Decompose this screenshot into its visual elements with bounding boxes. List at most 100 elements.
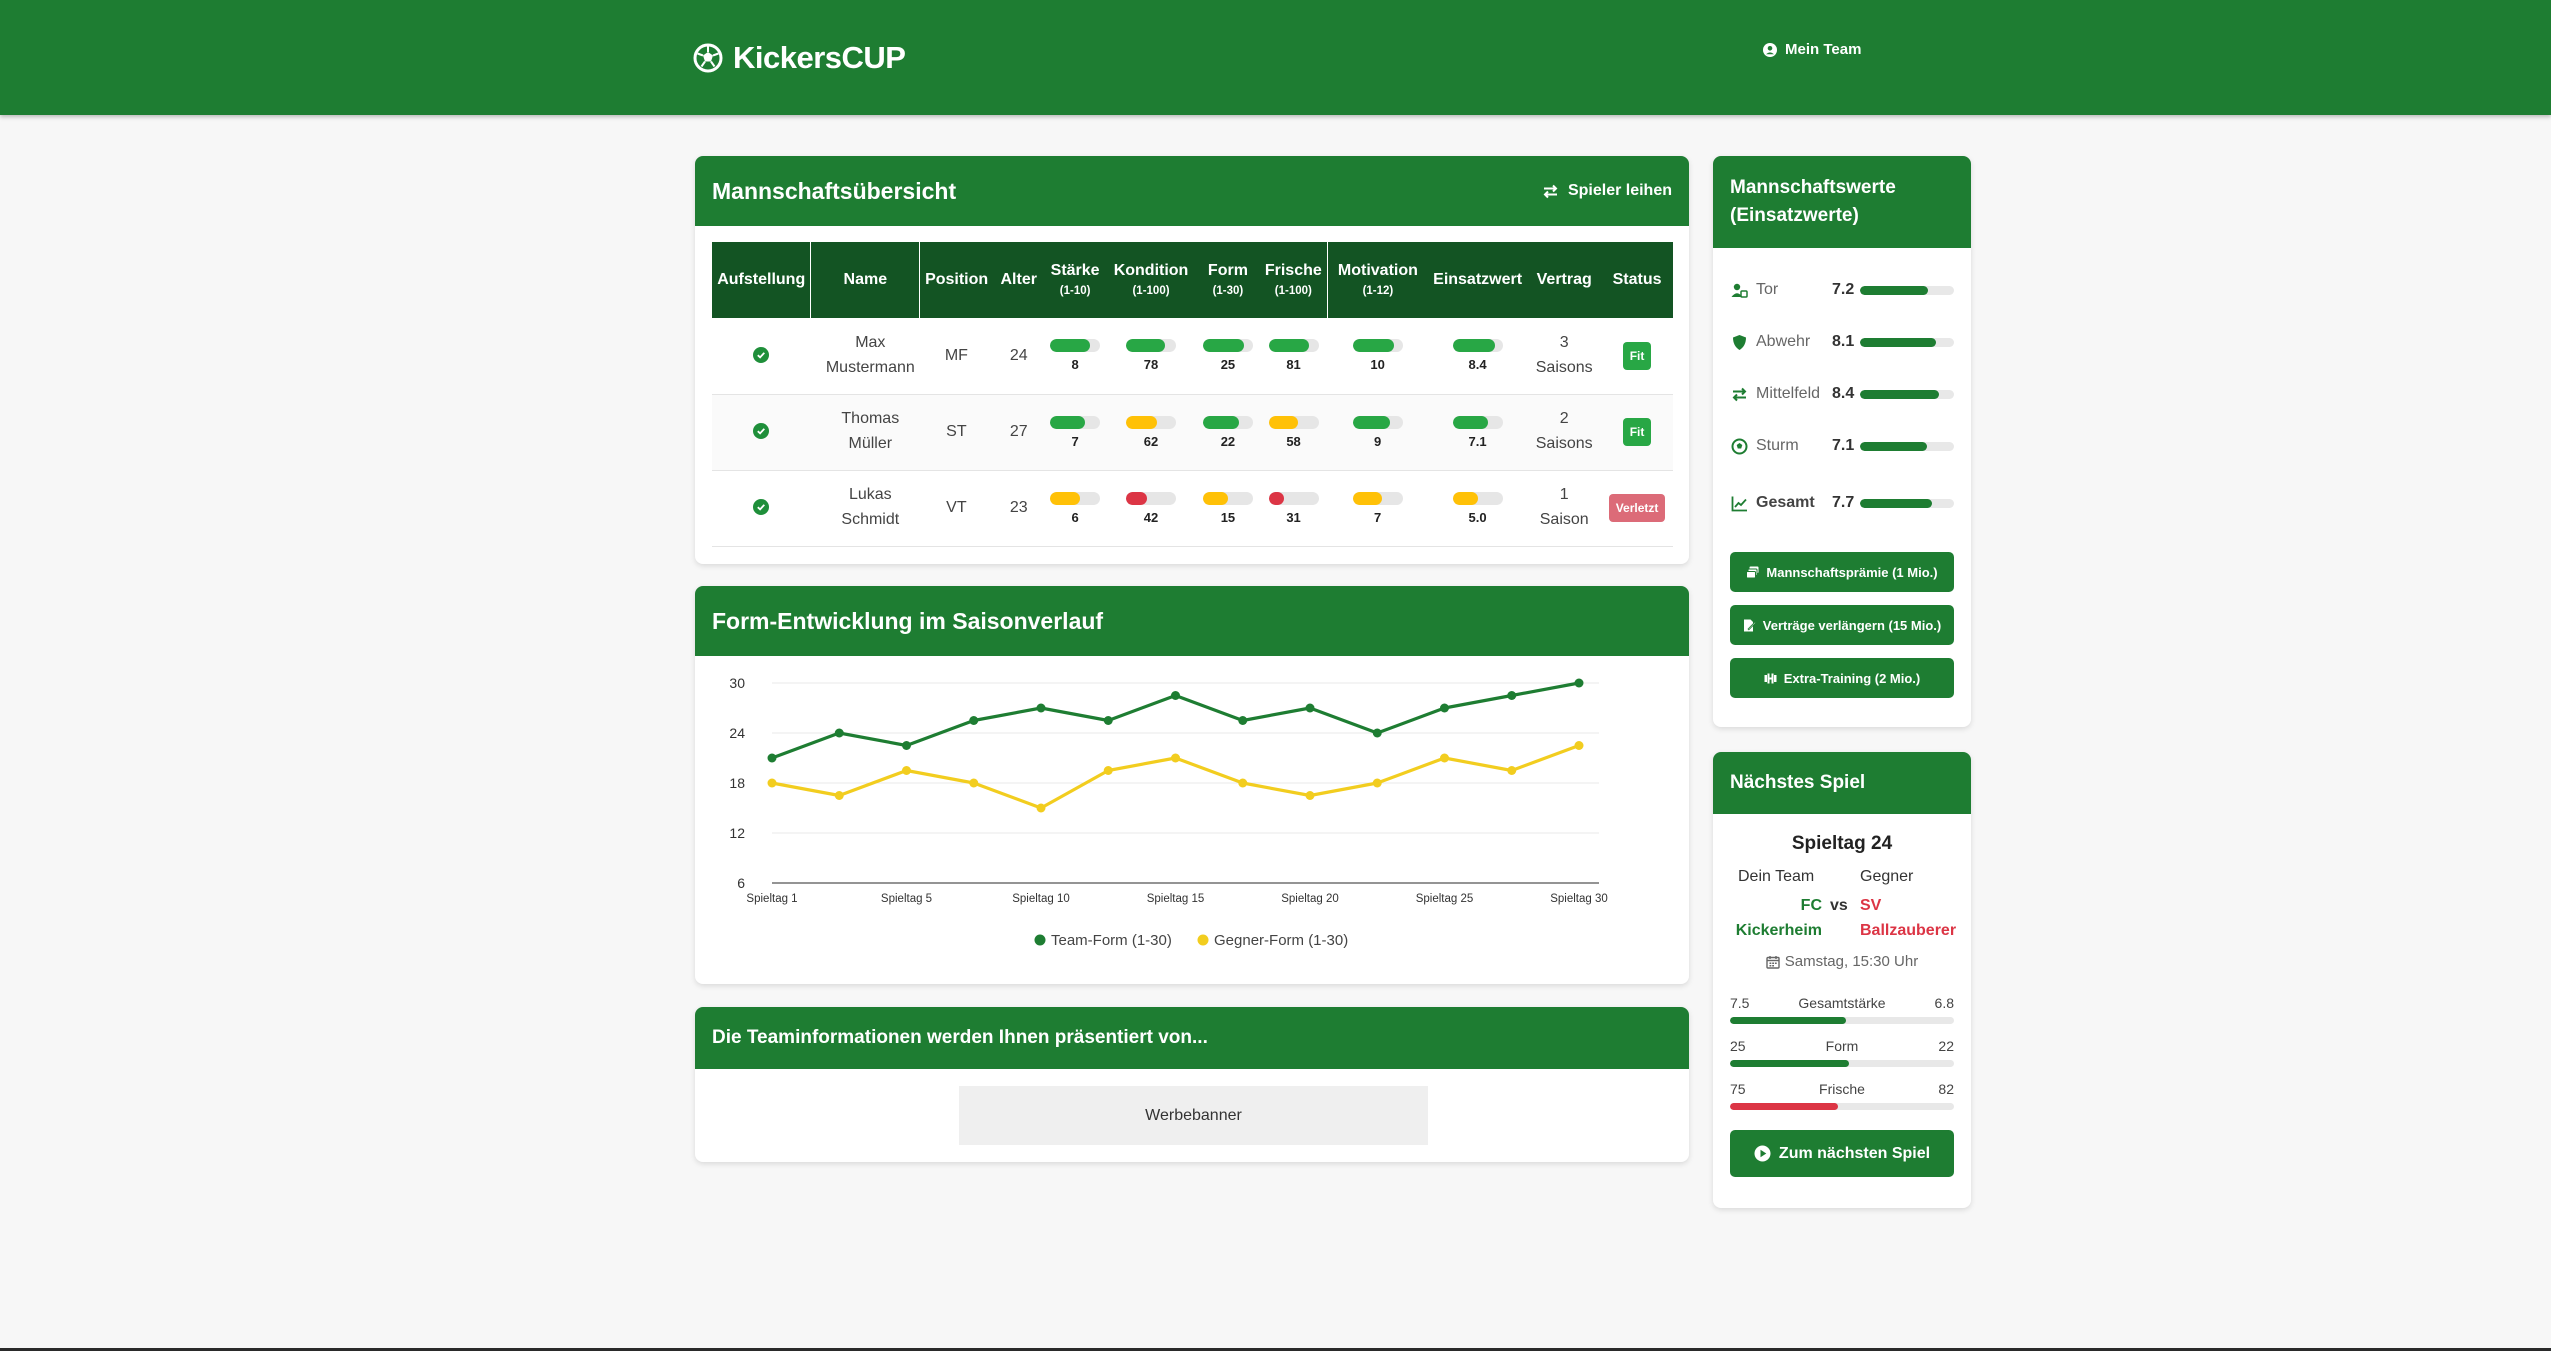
player-name-link[interactable]: Lukas Schmidt xyxy=(811,470,920,546)
motivation-meter: 7 xyxy=(1352,491,1403,525)
next-match-button[interactable]: Zum nächsten Spiel xyxy=(1730,1130,1954,1177)
away-team-line1: SV xyxy=(1860,897,1882,914)
col-motivation-label: Motivation xyxy=(1337,262,1418,280)
motivation-value: 10 xyxy=(1370,357,1385,373)
data-point xyxy=(1574,741,1584,750)
data-point xyxy=(969,778,979,788)
strength-meter: 8 xyxy=(1050,339,1101,372)
check-circle-icon[interactable] xyxy=(753,499,770,515)
goalkeeper-icon xyxy=(1730,281,1748,299)
value-meter: 5.0 xyxy=(1452,491,1503,525)
team-values-title-line2: (Einsatzwerte) xyxy=(1730,205,1859,226)
data-point xyxy=(1507,766,1517,775)
strength-bar xyxy=(1050,339,1101,353)
total-bar-fill xyxy=(1860,498,1933,508)
legend-swatch xyxy=(1197,934,1209,946)
brand-logo[interactable]: KickersCUP xyxy=(693,37,906,79)
col-strength-label: Stärke xyxy=(1050,262,1100,280)
y-tick-label: 30 xyxy=(729,675,745,691)
data-point xyxy=(1238,716,1248,725)
lineup-cell[interactable] xyxy=(712,470,811,546)
player-freshness-cell: 58 xyxy=(1260,394,1328,470)
value-bar xyxy=(1452,415,1503,429)
value-row-attack: Sturm 7.1 xyxy=(1730,431,1954,461)
play-circle-icon xyxy=(1754,1145,1771,1162)
col-position: Position xyxy=(919,242,994,318)
data-point xyxy=(834,791,844,800)
player-position: ST xyxy=(946,423,967,440)
data-point xyxy=(1171,753,1180,763)
check-circle-icon[interactable] xyxy=(753,423,770,439)
top-navbar: KickersCUP Mein Team xyxy=(0,0,2551,115)
team-bonus-label: Mannschaftsprämie (1 Mio.) xyxy=(1766,564,1938,580)
value-label: Sturm xyxy=(1756,437,1799,454)
form-chart-title: Form-Entwicklung im Saisonverlauf xyxy=(712,607,1104,634)
player-name-link[interactable]: Thomas Müller xyxy=(811,394,920,470)
kickoff-time: Samstag, 15:30 Uhr xyxy=(1713,953,1971,970)
squad-overview-title: Mannschaftsübersicht xyxy=(712,177,957,204)
team-bonus-button[interactable]: Mannschaftsprämie (1 Mio.) xyxy=(1730,552,1954,592)
contract-unit: Saisons xyxy=(1535,435,1593,452)
lineup-cell[interactable] xyxy=(712,318,811,394)
strength-value: 6 xyxy=(1071,509,1079,525)
value-bar-fill xyxy=(1860,337,1937,347)
strength-bar-fill xyxy=(1050,415,1086,429)
legend-swatch xyxy=(1034,934,1046,946)
col-motivation-range: (1-12) xyxy=(1362,284,1394,297)
col-freshness-label: Frische xyxy=(1264,262,1322,280)
kickoff-label: Samstag, 15:30 Uhr xyxy=(1784,953,1919,970)
data-point xyxy=(1372,778,1382,788)
matchday-label: Spieltag 24 xyxy=(1791,833,1893,854)
compare-bar xyxy=(1730,1103,1954,1110)
extra-training-label: Extra-Training (2 Mio.) xyxy=(1783,670,1921,686)
player-name-link[interactable]: Max Mustermann xyxy=(811,318,920,394)
compare-row-form: 25 Form 22 xyxy=(1730,1038,1954,1072)
my-team-link[interactable]: Mein Team xyxy=(1763,41,1861,58)
value-bar-fill xyxy=(1452,415,1489,429)
data-point xyxy=(902,741,911,750)
player-motivation-cell: 9 xyxy=(1327,394,1428,470)
col-condition: Kondition (1-100) xyxy=(1106,242,1196,318)
extend-contracts-button[interactable]: Verträge verlängern (15 Mio.) xyxy=(1730,605,1954,645)
form-bar-fill xyxy=(1202,339,1245,353)
compare-away-value: 22 xyxy=(1938,1038,1954,1054)
lend-player-button[interactable]: Spieler leihen xyxy=(1542,182,1672,200)
form-chart-card: Form-Entwicklung im Saisonverlauf 30 24 18… xyxy=(695,586,1689,984)
player-strength-cell: 6 xyxy=(1044,470,1106,546)
x-tick-label: Spieltag 1 xyxy=(746,893,797,905)
player-row[interactable]: Max Mustermann MF 24 8 78 25 81 10 8.4 3 Saisons Fit xyxy=(712,318,1673,394)
data-point xyxy=(1440,753,1449,763)
value-label: Tor xyxy=(1756,281,1779,298)
squad-table-header: Aufstellung Name Position Alter Stärke (1… xyxy=(712,242,1673,318)
chart-line-icon xyxy=(1730,494,1748,512)
status-badge: Fit xyxy=(1622,418,1652,446)
value-bar-fill xyxy=(1860,441,1927,451)
data-point xyxy=(1036,703,1046,713)
sponsor-card: Die Teaminformationen werden Ihnen präse… xyxy=(695,1007,1689,1162)
data-point xyxy=(902,766,911,775)
compare-bar-fill xyxy=(1730,1103,1838,1110)
motivation-value: 7 xyxy=(1374,509,1382,525)
team-values-card: Mannschaftswerte (Einsatzwerte) Tor 7.2 A… xyxy=(1713,156,1971,727)
lineup-cell[interactable] xyxy=(712,394,811,470)
motivation-bar-fill xyxy=(1352,339,1395,353)
player-position: MF xyxy=(944,346,968,364)
strength-bar xyxy=(1050,415,1101,429)
motivation-bar xyxy=(1352,415,1403,429)
player-row[interactable]: Thomas Müller ST 27 7 62 22 58 9 7.1 2 Saisons Fit xyxy=(712,394,1673,470)
x-tick-label: Spieltag 15 xyxy=(1147,893,1205,905)
value-bar xyxy=(1860,441,1954,451)
ad-banner[interactable]: Werbebanner xyxy=(959,1086,1428,1145)
compare-away-value: 82 xyxy=(1938,1081,1954,1097)
check-circle-icon[interactable] xyxy=(753,346,770,363)
player-row[interactable]: Lukas Schmidt VT 23 6 42 15 31 7 5.0 1 Saison Verlet… xyxy=(712,470,1673,546)
dumbbell-icon xyxy=(1764,673,1777,683)
value-number: 8.4 xyxy=(1832,385,1855,402)
squad-table: Aufstellung Name Position Alter Stärke (1… xyxy=(712,242,1673,547)
away-team-name: SV Ballzauberer xyxy=(1860,894,1965,944)
value-row-goal: Tor 7.2 xyxy=(1730,275,1954,305)
y-tick-label: 6 xyxy=(737,875,745,891)
extra-training-button[interactable]: Extra-Training (2 Mio.) xyxy=(1730,658,1954,698)
player-condition-cell: 42 xyxy=(1106,470,1196,546)
